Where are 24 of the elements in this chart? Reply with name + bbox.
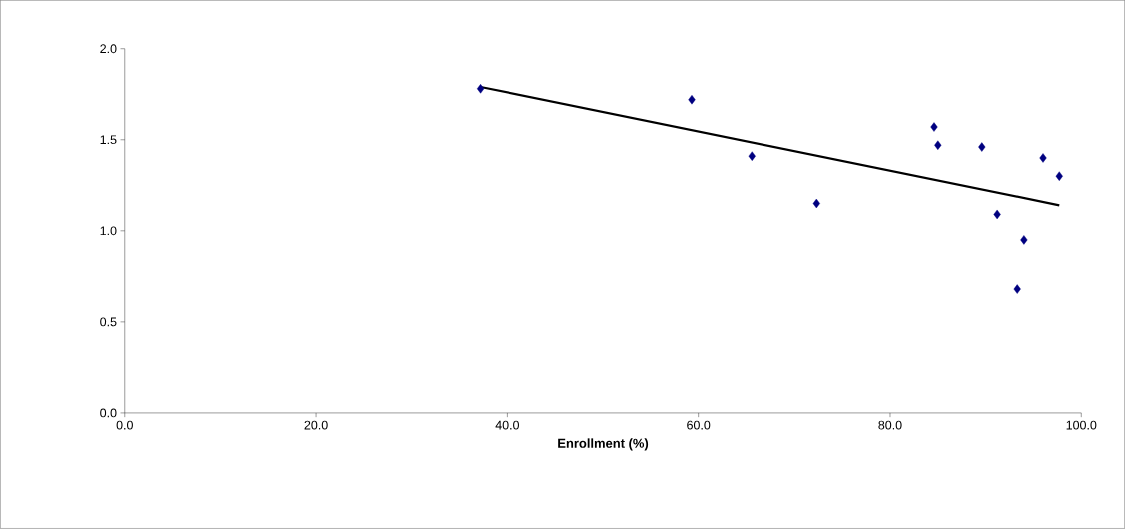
x-tick-label: 60.0 xyxy=(687,420,711,430)
x-tick-label: 100.0 xyxy=(1066,420,1097,430)
y-tick-label: 2.0 xyxy=(100,44,117,54)
y-tick-label: 0.0 xyxy=(100,408,117,418)
point xyxy=(993,209,1001,220)
y-tick-label: 1.5 xyxy=(100,135,117,145)
point xyxy=(688,95,696,105)
x-tick-label: 0.0 xyxy=(116,420,133,430)
point xyxy=(930,122,938,132)
point xyxy=(978,142,986,152)
point xyxy=(477,84,485,94)
point xyxy=(748,151,756,162)
point xyxy=(812,198,820,209)
point xyxy=(1039,153,1047,163)
y-tick-label: 0.5 xyxy=(100,317,117,327)
x-axis-title: Enrollment (%) xyxy=(558,438,649,451)
x-tick-label: 80.0 xyxy=(878,420,902,430)
y-tick-label: 1.0 xyxy=(100,226,117,236)
x-tick-label: 20.0 xyxy=(304,420,328,430)
point xyxy=(1055,171,1063,182)
x-tick-label: 40.0 xyxy=(495,420,520,430)
point xyxy=(934,140,942,151)
point xyxy=(1020,235,1028,245)
point xyxy=(1013,284,1021,294)
